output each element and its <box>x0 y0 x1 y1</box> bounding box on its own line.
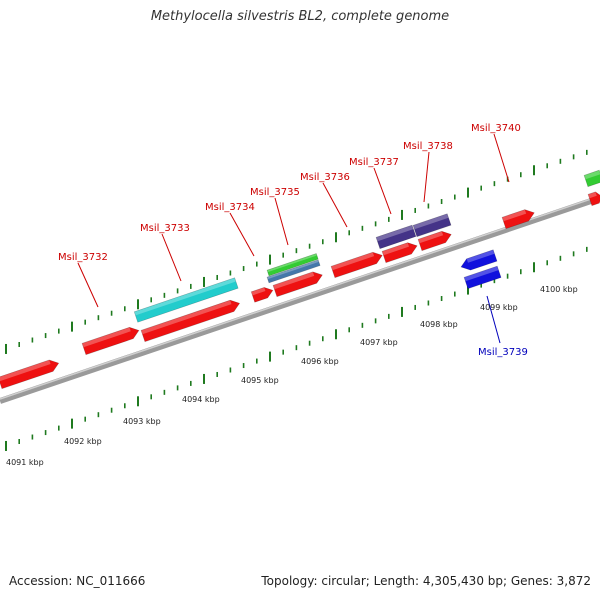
scale-label: 4093 kbp <box>123 417 161 426</box>
label-leader-line <box>161 233 182 282</box>
gene-arrow <box>501 209 535 230</box>
scale-label: 4091 kbp <box>6 458 44 467</box>
gene-label: Msil_3740 <box>471 123 521 134</box>
steelblue-feature <box>266 259 321 284</box>
gene-arrow <box>417 230 452 252</box>
gene-arrow <box>81 326 140 356</box>
gene-arrow <box>140 299 241 343</box>
label-leader-line <box>423 151 430 203</box>
gene-label: Msil_3734 <box>205 202 255 213</box>
accession-text: Accession: NC_011666 <box>9 574 146 588</box>
scale-label: 4092 kbp <box>64 437 102 446</box>
purple-feature <box>375 224 417 250</box>
map-title: Methylocella silvestris BL2, complete ge… <box>150 9 450 24</box>
scale-label: 4097 kbp <box>360 338 398 347</box>
gene-label: Msil_3735 <box>250 187 300 198</box>
gene-label: Msil_3738 <box>403 141 453 152</box>
cyan-feature <box>133 277 239 323</box>
label-leader-line <box>322 182 348 228</box>
gene-arrow <box>587 191 600 207</box>
label-leader-line <box>373 167 392 215</box>
gene-label: Msil_3739 <box>478 347 528 358</box>
gene-label: Msil_3732 <box>58 252 108 263</box>
green-feature <box>583 169 600 188</box>
scale-label: 4095 kbp <box>241 376 279 385</box>
gene-arrow <box>0 359 60 390</box>
label-leader-line <box>486 295 501 344</box>
label-leader-line <box>274 197 289 246</box>
outer-tick-track <box>5 149 588 354</box>
label-leader-line <box>77 262 99 308</box>
green-feature <box>266 253 319 277</box>
gene-arrow <box>330 251 383 279</box>
genome-summary-text: Topology: circular; Length: 4,305,430 bp… <box>261 574 591 588</box>
scale-label: 4098 kbp <box>420 320 458 329</box>
gene-label: Msil_3733 <box>140 223 190 234</box>
scale-label: 4100 kbp <box>540 285 578 294</box>
gene-label: Msil_3737 <box>349 157 399 168</box>
reverse-gene-block <box>463 265 502 290</box>
scale-label: 4099 kbp <box>480 303 518 312</box>
gene-arrow <box>250 287 274 303</box>
reverse-gene-arrow <box>460 249 498 271</box>
genome-backbone <box>0 195 600 404</box>
scale-label: 4096 kbp <box>301 357 339 366</box>
inner-tick-track <box>5 246 588 451</box>
gene-arrow <box>381 242 418 264</box>
gene-arrow <box>272 271 323 298</box>
gene-label: Msil_3736 <box>300 172 350 183</box>
scale-label: 4094 kbp <box>182 395 220 404</box>
label-leader-line <box>229 212 255 257</box>
label-leader-line <box>493 133 510 183</box>
purple-feature <box>412 213 452 238</box>
